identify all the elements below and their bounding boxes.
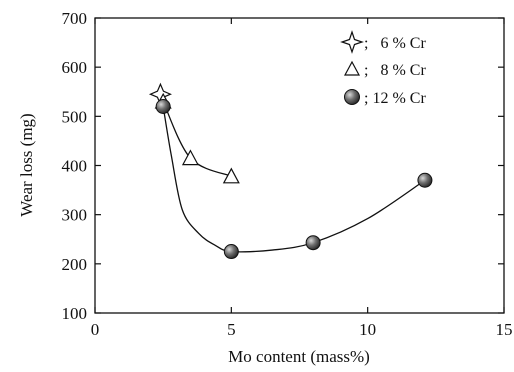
legend-item-6cr: ; 6 % Cr <box>340 30 426 54</box>
y-tick-label: 700 <box>62 9 88 28</box>
y-axis-title: Wear loss (mg) <box>17 113 36 216</box>
legend-label-8cr: ; 8 % Cr <box>364 62 426 79</box>
legend-label-12cr: ; 12 % Cr <box>364 90 426 107</box>
legend-label-6cr: ; 6 % Cr <box>364 35 426 52</box>
y-tick-label: 500 <box>62 107 88 126</box>
legend-sphere-marker <box>344 89 360 105</box>
plot-frame <box>94 17 505 314</box>
x-axis-title: Mo content (mass%) <box>228 347 370 366</box>
x-tick-label: 10 <box>359 320 376 339</box>
legend-item-12cr: ; 12 % Cr <box>344 89 426 107</box>
y-tick-label: 300 <box>62 206 88 225</box>
series-curves <box>162 101 426 253</box>
legend-item-8cr: ; 8 % Cr <box>343 60 426 79</box>
data-point-sphere <box>417 172 433 188</box>
x-tick-label: 0 <box>91 320 100 339</box>
y-tick-label: 600 <box>62 58 88 77</box>
data-point-triangle <box>222 167 240 184</box>
data-point-sphere <box>155 99 171 114</box>
y-tick-label: 400 <box>62 157 88 176</box>
data-point-sphere <box>305 235 321 251</box>
x-tick-label: 15 <box>496 320 513 339</box>
legend-triangle-marker <box>343 60 361 76</box>
series-markers <box>148 82 433 260</box>
x-tick-label: 5 <box>227 320 236 339</box>
y-axis-ticks: 100 200 300 400 500 600 700 <box>62 9 504 323</box>
series-line-2 <box>162 106 426 253</box>
legend: ; 6 % Cr ; 8 % Cr ; 12 % Cr <box>340 30 426 107</box>
data-point-sphere <box>223 244 239 260</box>
legend-star-marker <box>340 30 364 54</box>
data-point-triangle <box>181 149 199 166</box>
y-tick-label: 200 <box>62 255 88 274</box>
x-axis-ticks: 0 5 10 15 <box>91 18 513 339</box>
y-tick-label: 100 <box>62 304 88 323</box>
